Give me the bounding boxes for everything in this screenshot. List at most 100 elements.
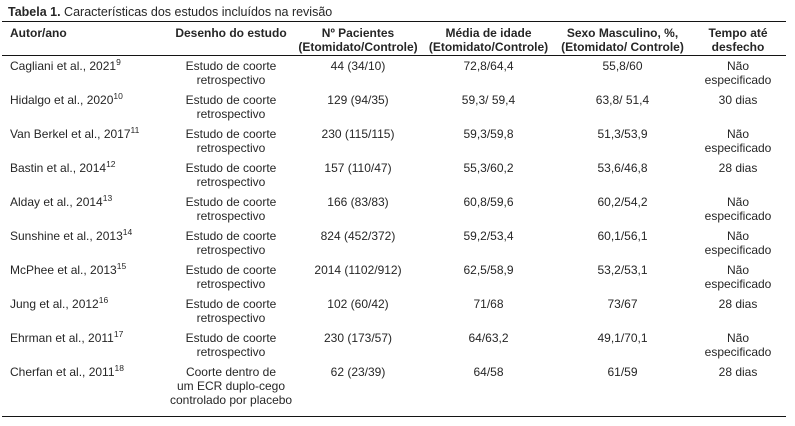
table-row: Jung et al., 201216 Estudo de coorte ret… <box>2 294 786 328</box>
male-cell: 73/67 <box>607 297 638 311</box>
outcome-cell: Não especificado <box>704 263 772 291</box>
table-title: Tabela 1. Características dos estudos in… <box>2 0 786 22</box>
table-row: Van Berkel et al., 201711 Estudo de coor… <box>2 124 786 158</box>
table-body: Cagliani et al., 20219 Estudo de coorte … <box>2 56 786 417</box>
reference-superscript: 9 <box>116 57 121 67</box>
age-cell: 55,3/60,2 <box>463 161 514 175</box>
author-text: Ehrman et al., 2011 <box>10 331 114 345</box>
design-cell: Estudo de coorte retrospectivo <box>185 195 277 223</box>
author-text: Jung et al., 2012 <box>10 297 99 311</box>
design-cell: Estudo de coorte retrospectivo <box>185 59 277 87</box>
patients-cell: 102 (60/42) <box>327 297 389 311</box>
patients-cell: 166 (83/83) <box>327 195 389 209</box>
header-male: Sexo Masculino, %, (Etomidato/ Controle) <box>555 22 690 56</box>
author-cell: Cherfan et al., 201118 <box>2 362 168 417</box>
age-cell: 64/63,2 <box>468 331 509 345</box>
author-cell: Cagliani et al., 20219 <box>2 56 168 91</box>
author-cell: Sunshine et al., 201314 <box>2 226 168 260</box>
outcome-cell: Não especificado <box>704 127 772 155</box>
author-cell: Van Berkel et al., 201711 <box>2 124 168 158</box>
header-outcome: Tempo até desfecho <box>690 22 786 56</box>
male-cell: 60,1/56,1 <box>597 229 648 243</box>
age-cell: 72,8/64,4 <box>463 59 514 73</box>
author-text: Hidalgo et al., 2020 <box>10 93 114 107</box>
age-cell: 59,2/53,4 <box>463 229 514 243</box>
outcome-cell: Não especificado <box>704 229 772 257</box>
reference-superscript: 13 <box>102 193 113 203</box>
table-title-text: Características dos estudos incluídos na… <box>60 5 333 19</box>
table-title-label: Tabela 1. <box>8 5 61 19</box>
table-row: Bastin et al., 201412 Estudo de coorte r… <box>2 158 786 192</box>
author-cell: Hidalgo et al., 202010 <box>2 90 168 124</box>
outcome-cell: 28 dias <box>718 161 758 175</box>
design-cell: Estudo de coorte retrospectivo <box>185 297 277 325</box>
design-cell: Estudo de coorte retrospectivo <box>185 93 277 121</box>
outcome-cell: 30 dias <box>718 93 758 107</box>
male-cell: 49,1/70,1 <box>597 331 648 345</box>
table-header: Autor/ano Desenho do estudo Nº Pacientes… <box>2 22 786 56</box>
author-text: Sunshine et al., 2013 <box>10 229 123 243</box>
table-row: Sunshine et al., 201314 Estudo de coorte… <box>2 226 786 260</box>
author-cell: Jung et al., 201216 <box>2 294 168 328</box>
patients-cell: 230 (115/115) <box>321 127 395 141</box>
author-cell: McPhee et al., 201315 <box>2 260 168 294</box>
reference-superscript: 10 <box>113 91 123 101</box>
author-cell: Alday et al., 201413 <box>2 192 168 226</box>
author-text: Bastin et al., 2014 <box>10 161 107 175</box>
patients-cell: 230 (173/57) <box>323 331 393 345</box>
table-row: Alday et al., 201413 Estudo de coorte re… <box>2 192 786 226</box>
table-row: Cagliani et al., 20219 Estudo de coorte … <box>2 56 786 91</box>
reference-superscript: 15 <box>116 261 127 271</box>
design-cell: Estudo de coorte retrospectivo <box>185 161 277 189</box>
age-cell: 60,8/59,6 <box>463 195 514 209</box>
author-text: Van Berkel et al., 2017 <box>10 127 131 141</box>
design-cell: Coorte dentro de um ECR duplo-cego contr… <box>170 365 293 407</box>
author-cell: Bastin et al., 201412 <box>2 158 168 192</box>
reference-superscript: 14 <box>122 227 133 237</box>
patients-cell: 44 (34/10) <box>330 59 386 73</box>
header-patients: Nº Pacientes (Etomidato/Controle) <box>294 22 422 56</box>
header-author: Autor/ano <box>2 22 168 56</box>
table-row: Hidalgo et al., 202010 Estudo de coorte … <box>2 90 786 124</box>
male-cell: 60,2/54,2 <box>597 195 648 209</box>
header-design: Desenho do estudo <box>168 22 294 56</box>
patients-cell: 157 (110/47) <box>324 161 392 175</box>
outcome-cell: Não especificado <box>704 331 772 359</box>
outcome-cell: Não especificado <box>704 59 772 87</box>
patients-cell: 129 (94/35) <box>327 93 389 107</box>
author-text: Cagliani et al., 2021 <box>10 59 117 73</box>
reference-superscript: 18 <box>114 363 124 373</box>
male-cell: 53,2/53,1 <box>597 263 648 277</box>
patients-cell: 2014 (1102/912) <box>314 263 402 277</box>
age-cell: 64/58 <box>473 365 504 379</box>
design-cell: Estudo de coorte retrospectivo <box>185 331 277 359</box>
author-text: McPhee et al., 2013 <box>10 263 117 277</box>
studies-table: Autor/ano Desenho do estudo Nº Pacientes… <box>2 22 786 417</box>
outcome-cell: Não especificado <box>704 195 772 223</box>
author-text: Cherfan et al., 2011 <box>10 365 115 379</box>
outcome-cell: 28 dias <box>718 297 758 311</box>
header-row: Autor/ano Desenho do estudo Nº Pacientes… <box>2 22 786 56</box>
reference-superscript: 11 <box>130 125 140 135</box>
age-cell: 71/68 <box>473 297 504 311</box>
outcome-cell: 28 dias <box>718 365 758 379</box>
patients-cell: 824 (452/372) <box>320 229 396 243</box>
author-text: Alday et al., 2014 <box>10 195 103 209</box>
reference-superscript: 17 <box>113 329 124 339</box>
age-cell: 59,3/59,8 <box>463 127 514 141</box>
patients-cell: 62 (23/39) <box>330 365 386 379</box>
header-age: Média de idade (Etomidato/Controle) <box>422 22 555 56</box>
table-row: McPhee et al., 201315 Estudo de coorte r… <box>2 260 786 294</box>
age-cell: 62,5/58,9 <box>463 263 514 277</box>
table-row: Ehrman et al., 201117 Estudo de coorte r… <box>2 328 786 362</box>
age-cell: 59,3/ 59,4 <box>461 93 516 107</box>
reference-superscript: 16 <box>98 295 109 305</box>
design-cell: Estudo de coorte retrospectivo <box>185 229 277 257</box>
design-cell: Estudo de coorte retrospectivo <box>185 127 277 155</box>
table-row: Cherfan et al., 201118 Coorte dentro de … <box>2 362 786 417</box>
male-cell: 61/59 <box>607 365 638 379</box>
male-cell: 55,8/60 <box>602 59 643 73</box>
male-cell: 53,6/46,8 <box>597 161 648 175</box>
male-cell: 63,8/ 51,4 <box>595 93 650 107</box>
